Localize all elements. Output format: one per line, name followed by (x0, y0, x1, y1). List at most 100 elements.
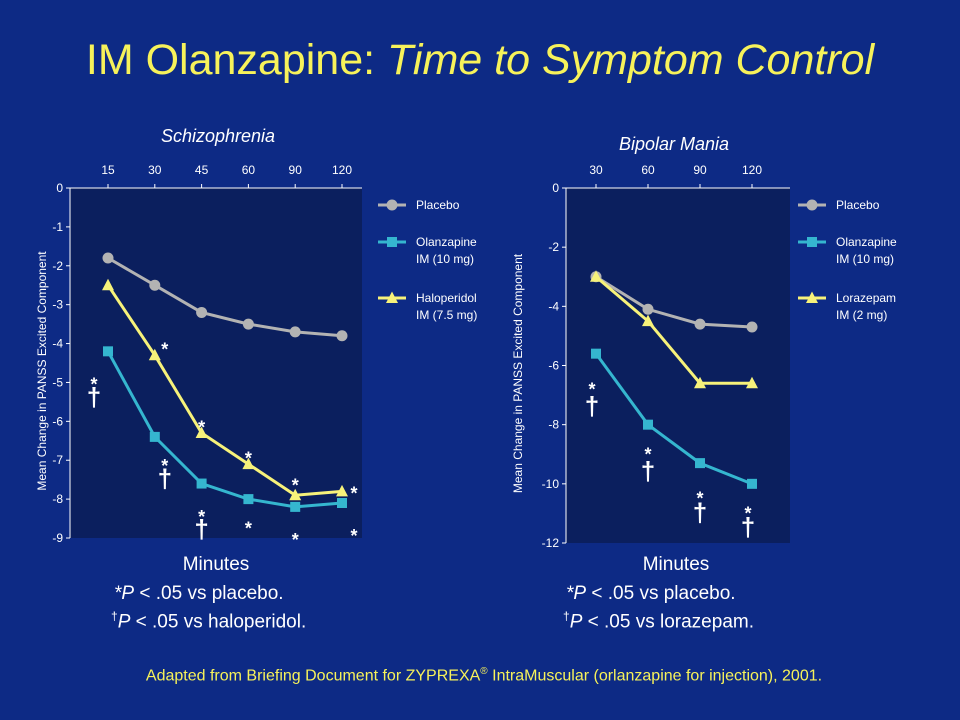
slide-title-italic: Time to Symptom Control (387, 36, 875, 84)
schizophrenia-asterisk-annotation: * (245, 448, 252, 468)
schizophrenia-y-tick-label: -7 (52, 453, 63, 467)
schizophrenia-legend-marker (387, 237, 397, 247)
footnote-dagger: † (111, 609, 118, 623)
schizophrenia-data-point-olanzapine (290, 501, 301, 512)
schizophrenia-data-point-comparator (289, 488, 302, 501)
registered-mark: ® (480, 666, 488, 677)
bipolar-legend-marker (806, 199, 818, 211)
bipolar-y-tick-label: 0 (552, 181, 559, 195)
schizophrenia-asterisk-annotation: * (198, 507, 205, 527)
slide-title-normal: IM Olanzapine: (85, 36, 388, 84)
bipolar-x-tick-label: 90 (693, 163, 707, 177)
schizophrenia-x-axis-label: Minutes (183, 554, 250, 575)
schizophrenia-legend-label: Placebo (416, 198, 460, 212)
bipolar-asterisk-annotation: * (744, 504, 751, 524)
bipolar-plot-area (566, 188, 790, 543)
bipolar-data-point-olanzapine (591, 348, 601, 359)
bipolar-y-tick-label: -10 (542, 477, 560, 491)
schizophrenia-chart-title: Schizophrenia (161, 126, 275, 146)
bipolar-x-axis-label: Minutes (643, 554, 710, 575)
bipolar-data-point-olanzapine (695, 458, 705, 469)
bipolar-dagger-annotation: † (693, 497, 707, 527)
schizophrenia-legend-label: IM (10 mg) (416, 252, 474, 266)
schizophrenia-asterisk-annotation: * (198, 417, 205, 437)
bipolar-data-point-comparator (642, 314, 654, 327)
schizophrenia-y-tick-label: 0 (56, 181, 63, 195)
bipolar-y-tick-label: -6 (548, 359, 559, 373)
bipolar-y-tick-label: -2 (548, 240, 559, 254)
bipolar-data-point-placebo (694, 318, 706, 330)
bipolar-dagger-annotation: † (585, 391, 599, 421)
bipolar-data-point-comparator (746, 376, 758, 389)
bipolar-legend-label: IM (2 mg) (836, 308, 887, 322)
footnote-p: P (121, 583, 135, 604)
bipolar-x-tick-label: 120 (742, 163, 762, 177)
footnote-comparator-right: †P < .05 vs lorazepam. (563, 609, 754, 633)
schizophrenia-x-tick-label: 30 (148, 163, 162, 177)
footnote-text: < .05 vs haloperidol. (130, 611, 307, 633)
schizophrenia-legend-label: Haloperidol (416, 291, 477, 305)
schizophrenia-data-point-olanzapine (103, 346, 113, 357)
schizophrenia-legend-label: Olanzapine (416, 235, 477, 249)
schizophrenia-data-point-placebo (196, 306, 208, 318)
schizophrenia-data-point-placebo (102, 252, 114, 264)
bipolar-legend-label: Lorazepam (836, 291, 896, 305)
schizophrenia-data-point-olanzapine (243, 494, 254, 505)
bipolar-data-point-comparator (694, 376, 706, 389)
footnote-placebo-left: *P < .05 vs placebo. (114, 583, 284, 605)
schizophrenia-data-point-placebo (289, 326, 301, 338)
schizophrenia-y-tick-label: -2 (52, 259, 63, 273)
bipolar-legend-label: Placebo (836, 198, 880, 212)
schizophrenia-y-tick-label: -5 (52, 375, 63, 389)
schizophrenia-legend-marker (386, 291, 398, 303)
footnote-p: P (573, 583, 587, 604)
schizophrenia-asterisk-annotation: * (350, 483, 357, 503)
schizophrenia-y-axis-label: Mean Change in PANSS Excited Component (35, 251, 49, 491)
bipolar-series-line-olanzapine (594, 352, 753, 486)
bipolar-series-line-comparator (595, 275, 752, 385)
schizophrenia-data-point-comparator (195, 426, 208, 438)
source-note: Adapted from Briefing Document for ZYPRE… (0, 666, 960, 685)
schizophrenia-data-point-olanzapine (337, 498, 347, 508)
schizophrenia-dagger-annotation: † (158, 464, 172, 494)
schizophrenia-dagger-annotation: † (194, 514, 208, 544)
bipolar-data-point-olanzapine (643, 419, 653, 430)
footnote-placebo-right: *P < .05 vs placebo. (566, 583, 736, 605)
bipolar-y-tick-label: -8 (548, 418, 559, 432)
schizophrenia-asterisk-annotation: * (292, 476, 299, 496)
schizophrenia-y-tick-label: -6 (52, 414, 63, 428)
schizophrenia-asterisk-annotation: * (90, 375, 97, 395)
footnote-p: P (569, 611, 583, 633)
bipolar-dagger-annotation: † (641, 456, 655, 486)
schizophrenia-x-tick-label: 60 (242, 163, 256, 177)
bipolar-data-point-placebo (642, 303, 654, 315)
bipolar-legend-label: IM (10 mg) (836, 252, 894, 266)
bipolar-y-tick-label: -4 (548, 299, 559, 313)
bipolar-data-point-comparator (590, 270, 602, 282)
bipolar-asterisk-annotation: * (644, 444, 651, 464)
schizophrenia-series-line-placebo (107, 256, 343, 338)
schizophrenia-data-point-comparator (102, 278, 114, 291)
slide-title: IM Olanzapine: Time to Symptom Control (0, 36, 960, 85)
schizophrenia-y-tick-label: -8 (52, 492, 63, 506)
schizophrenia-data-point-comparator (336, 484, 348, 497)
schizophrenia-y-tick-label: -9 (52, 531, 63, 545)
source-after: IntraMuscular (orlanzapine for injection… (487, 667, 823, 685)
schizophrenia-legend-marker (386, 199, 398, 211)
schizophrenia-x-tick-label: 45 (195, 163, 209, 177)
schizophrenia-y-tick-label: -3 (52, 298, 63, 312)
bipolar-chart-title: Bipolar Mania (619, 134, 729, 154)
bipolar-y-tick-label: -12 (542, 536, 560, 550)
bipolar-legend-label: Olanzapine (836, 235, 897, 249)
schizophrenia-plot-area (70, 188, 362, 538)
footnote-p: P (117, 611, 131, 633)
bipolar-data-point-placebo (746, 321, 758, 333)
bipolar-x-tick-label: 60 (641, 163, 655, 177)
bipolar-x-tick-label: 30 (589, 163, 603, 177)
schizophrenia-series-line-olanzapine (106, 350, 343, 509)
schizophrenia-dagger-annotation: † (87, 382, 101, 412)
schizophrenia-data-point-comparator (242, 457, 255, 470)
bipolar-asterisk-annotation: * (588, 379, 595, 399)
schizophrenia-asterisk-annotation: * (292, 530, 299, 550)
